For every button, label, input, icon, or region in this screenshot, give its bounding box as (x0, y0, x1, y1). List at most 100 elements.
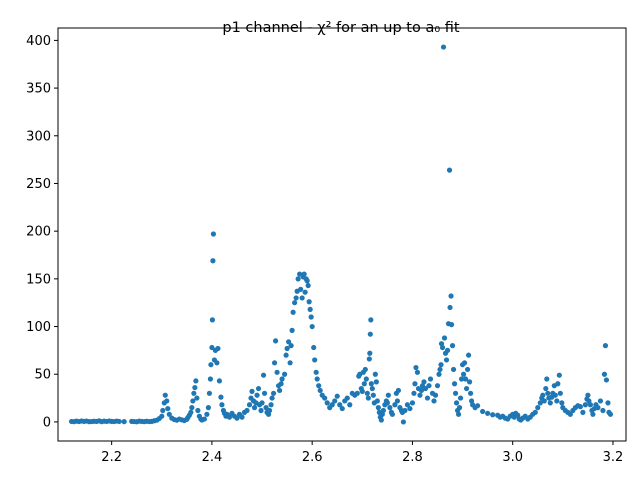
data-point (440, 44, 447, 50)
data-point (271, 360, 278, 366)
data-point (329, 402, 335, 408)
data-point (314, 376, 320, 382)
data-point (192, 384, 198, 391)
data-point (466, 379, 473, 385)
data-point (201, 416, 207, 422)
data-point (287, 360, 293, 366)
data-point (278, 381, 284, 387)
data-point (422, 385, 429, 392)
data-point (447, 304, 453, 311)
data-point (166, 411, 172, 417)
data-point (301, 271, 307, 277)
data-point (316, 383, 322, 389)
data-point (219, 402, 225, 408)
data-point (206, 390, 212, 396)
data-point (439, 344, 446, 351)
data-point (332, 398, 338, 404)
data-point (465, 352, 472, 358)
data-point (567, 411, 573, 417)
data-point (276, 387, 283, 394)
data-point (209, 344, 215, 351)
data-point (409, 400, 416, 406)
data-point (354, 390, 360, 396)
data-point (290, 309, 296, 315)
data-point (121, 419, 127, 425)
data-point (411, 390, 417, 396)
data-point (554, 398, 560, 404)
data-point (485, 410, 491, 416)
data-point (414, 369, 421, 375)
data-point (116, 418, 122, 425)
data-point (577, 404, 583, 410)
data-point (339, 405, 345, 412)
data-point (234, 415, 240, 421)
data-point (292, 300, 298, 306)
y-tick-label: 250 (26, 177, 51, 192)
data-point (165, 405, 171, 412)
data-point (363, 376, 369, 382)
data-point (597, 398, 604, 404)
data-point (284, 345, 290, 352)
data-point (359, 388, 365, 394)
data-point (587, 402, 594, 408)
data-point (544, 376, 550, 382)
data-point (602, 343, 609, 349)
data-point (475, 403, 481, 409)
y-tick-label: 50 (34, 368, 51, 383)
data-point (457, 395, 464, 401)
data-point (582, 402, 588, 408)
data-point (207, 376, 213, 382)
data-point (555, 381, 561, 387)
data-point (556, 372, 562, 378)
data-point (164, 398, 170, 404)
data-point (441, 335, 448, 341)
data-point (279, 376, 285, 382)
data-point (313, 369, 319, 375)
data-point (380, 407, 386, 414)
data-point (362, 366, 368, 373)
data-point (448, 322, 455, 328)
data-point (259, 400, 265, 406)
data-point (255, 385, 262, 392)
data-point (214, 360, 220, 366)
data-point (311, 344, 317, 351)
data-point (249, 388, 255, 394)
data-point (418, 387, 425, 394)
data-point (344, 395, 350, 401)
data-point (456, 405, 463, 411)
data-point (437, 366, 443, 373)
data-point (450, 366, 457, 373)
data-point (324, 400, 330, 406)
data-point (226, 414, 233, 420)
data-point (607, 411, 614, 417)
y-tick-label: 350 (26, 82, 51, 97)
data-point (402, 407, 408, 414)
data-point (451, 381, 458, 387)
data-point (373, 379, 379, 385)
x-axis-ticks: 2.2 2.4 2.6 2.8 3.0 3.2 (101, 441, 623, 465)
data-point (274, 369, 280, 375)
x-tick-label: 3.0 (502, 450, 523, 465)
data-point (162, 392, 168, 398)
data-point (282, 371, 288, 377)
data-point (309, 323, 315, 330)
data-point (194, 395, 200, 401)
data-point (308, 314, 314, 320)
data-point (448, 293, 454, 299)
data-point (438, 362, 444, 368)
data-point (404, 402, 411, 408)
data-point (392, 402, 398, 408)
data-point (218, 394, 224, 400)
data-point (299, 295, 305, 301)
data-point (298, 286, 304, 292)
data-point (368, 317, 374, 323)
data-point (417, 392, 423, 398)
data-point (302, 289, 308, 295)
data-point (400, 419, 407, 425)
data-point (297, 271, 303, 277)
data-point (590, 411, 596, 417)
data-point (366, 356, 372, 362)
data-point (254, 392, 260, 398)
data-point (286, 339, 292, 345)
